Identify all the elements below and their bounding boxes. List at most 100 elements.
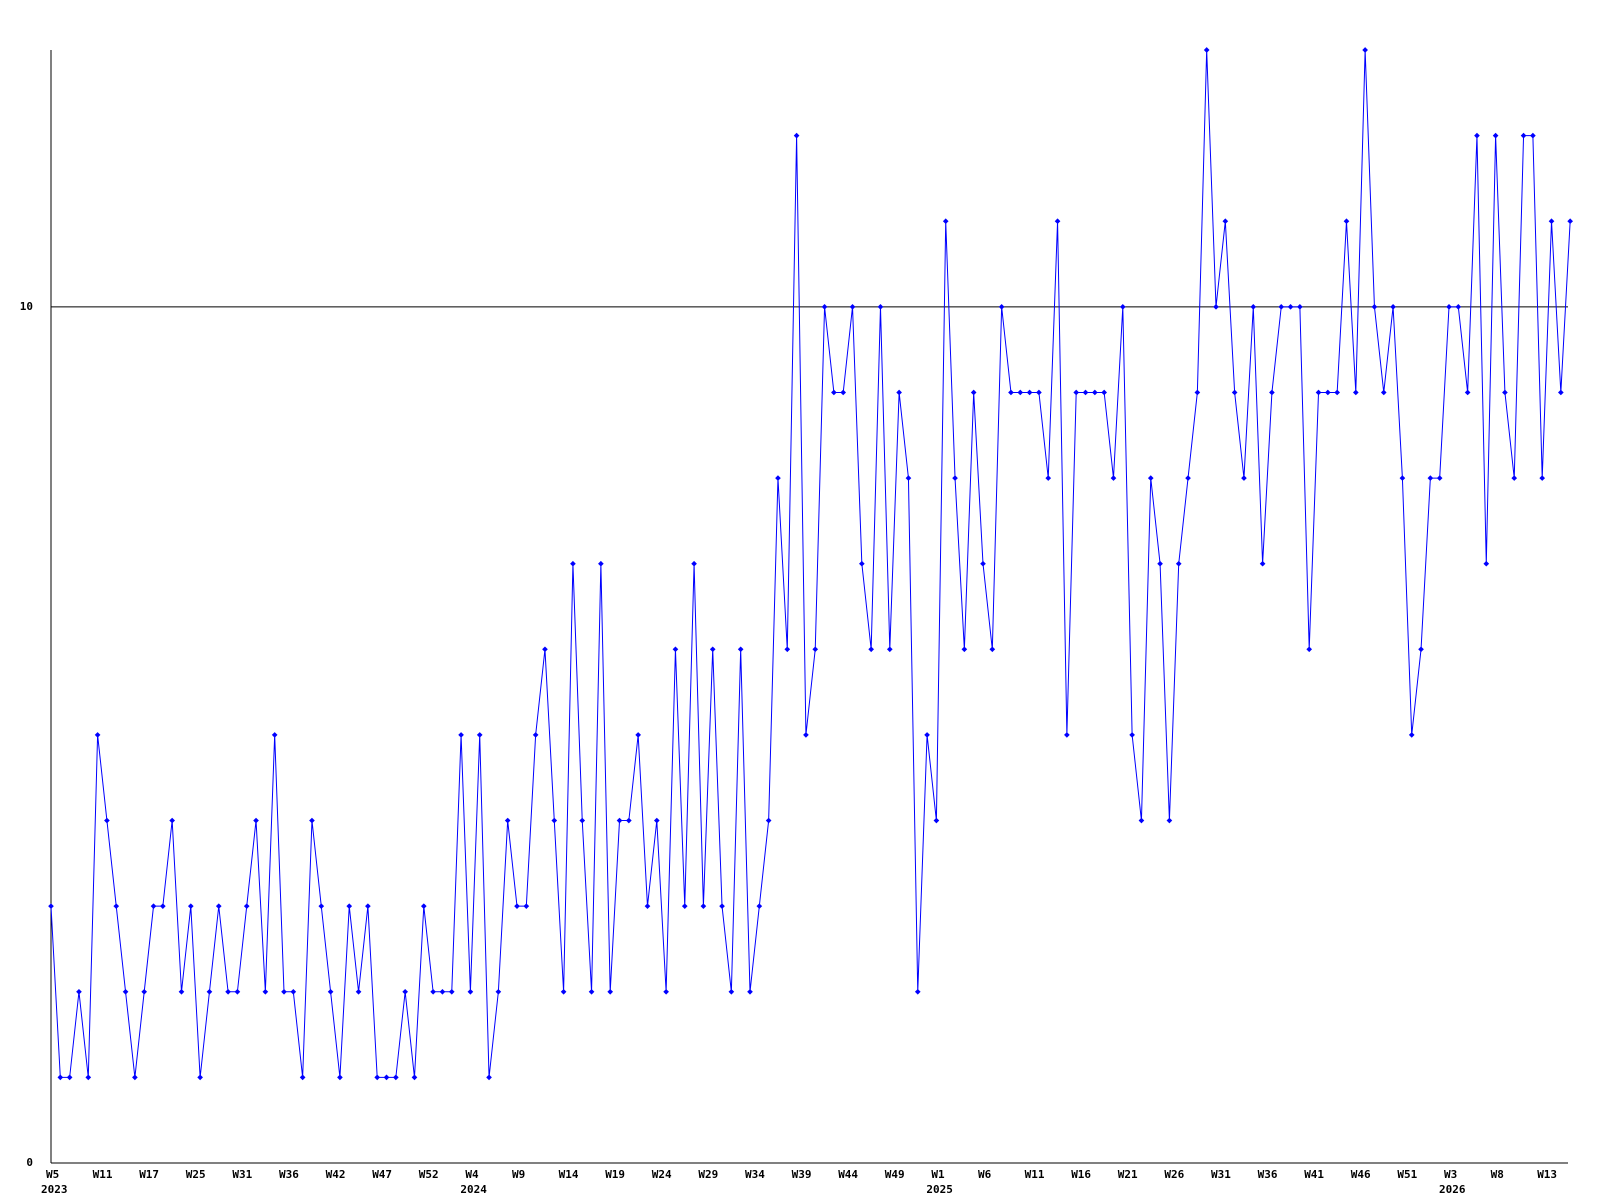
data-point: [551, 817, 558, 824]
data-point: [448, 988, 455, 995]
data-point: [989, 646, 996, 653]
data-point: [700, 903, 707, 909]
data-point: [616, 817, 623, 824]
data-point: [1147, 475, 1154, 481]
data-point: [1548, 218, 1555, 225]
x-year-label: 2023: [41, 1183, 68, 1196]
x-tick-label: W3: [1444, 1168, 1457, 1181]
data-point: [383, 1074, 390, 1081]
x-tick-label: W26: [1164, 1168, 1184, 1181]
data-point: [1203, 47, 1210, 53]
data-point: [980, 560, 986, 567]
data-point: [318, 903, 325, 909]
data-point: [1511, 475, 1518, 481]
x-tick-label: W39: [792, 1168, 812, 1181]
data-point: [1408, 732, 1415, 738]
x-tick-label: W13: [1537, 1168, 1557, 1181]
data-point: [1036, 389, 1042, 396]
data-point: [187, 903, 194, 909]
data-point: [1026, 389, 1033, 396]
y-tick-label: 0: [26, 1156, 33, 1169]
data-point: [1166, 817, 1173, 824]
data-point: [896, 389, 902, 396]
data-point: [1474, 132, 1480, 139]
data-point: [1231, 389, 1238, 396]
data-point: [1446, 304, 1452, 310]
data-point: [1399, 475, 1406, 481]
data-point: [1092, 389, 1098, 396]
data-point: [886, 646, 893, 653]
x-tick-label: W6: [978, 1168, 992, 1181]
x-tick-label: W4: [465, 1168, 479, 1181]
data-point: [1380, 389, 1387, 396]
data-point: [831, 389, 837, 396]
data-point: [681, 903, 688, 909]
data-point: [1325, 389, 1331, 396]
data-point: [1138, 817, 1145, 824]
data-point: [1334, 389, 1340, 396]
data-point: [588, 988, 595, 995]
data-point: [150, 903, 157, 909]
data-point: [486, 1074, 492, 1081]
x-year-label: 2025: [926, 1183, 953, 1196]
data-point: [141, 988, 148, 995]
data-point: [76, 988, 82, 995]
data-point: [1427, 475, 1434, 481]
data-point: [877, 304, 884, 310]
data-point: [1343, 218, 1350, 225]
data-point: [1213, 304, 1219, 310]
x-tick-label: W31: [232, 1168, 252, 1181]
data-point: [1073, 389, 1080, 396]
data-point: [160, 903, 166, 909]
data-point: [626, 817, 632, 824]
x-tick-label: W52: [419, 1168, 439, 1181]
x-tick-label: W25: [186, 1168, 206, 1181]
x-tick-label: W36: [1258, 1168, 1278, 1181]
data-point: [467, 988, 474, 995]
data-point: [1064, 732, 1070, 738]
x-tick-label: W49: [885, 1168, 905, 1181]
data-point: [1278, 304, 1285, 310]
data-point: [420, 903, 427, 909]
data-point: [411, 1074, 418, 1081]
data-point: [1194, 389, 1201, 396]
data-point: [439, 988, 446, 995]
data-point: [1082, 389, 1089, 396]
data-point: [402, 988, 408, 995]
data-point: [1129, 732, 1135, 738]
x-tick-label: W11: [93, 1168, 113, 1181]
data-point: [309, 817, 315, 824]
series-line: [50, 49, 1571, 1078]
data-point: [57, 1074, 64, 1081]
data-point: [1259, 560, 1266, 567]
data-point: [271, 732, 278, 738]
data-point: [197, 1074, 203, 1081]
x-tick-label: W29: [698, 1168, 718, 1181]
x-tick-label: W8: [1491, 1168, 1504, 1181]
data-point: [243, 903, 250, 909]
x-tick-label: W21: [1118, 1168, 1138, 1181]
data-point: [560, 988, 567, 995]
data-point: [728, 988, 735, 995]
data-point: [598, 560, 604, 567]
data-point: [737, 646, 744, 653]
data-point: [206, 988, 213, 995]
data-point: [570, 560, 576, 567]
data-point: [821, 304, 828, 310]
data-point: [933, 817, 940, 824]
data-point: [793, 132, 800, 139]
data-point: [1352, 389, 1359, 396]
data-point: [327, 988, 334, 995]
x-tick-label: W19: [605, 1168, 625, 1181]
data-point: [952, 475, 958, 481]
data-point: [495, 988, 502, 995]
x-tick-label: W1: [931, 1168, 945, 1181]
x-tick-label: W34: [745, 1168, 765, 1181]
data-point: [1008, 389, 1014, 396]
data-point: [476, 732, 483, 738]
data-point: [765, 817, 772, 824]
data-point: [970, 389, 977, 396]
x-tick-label: W9: [512, 1168, 525, 1181]
